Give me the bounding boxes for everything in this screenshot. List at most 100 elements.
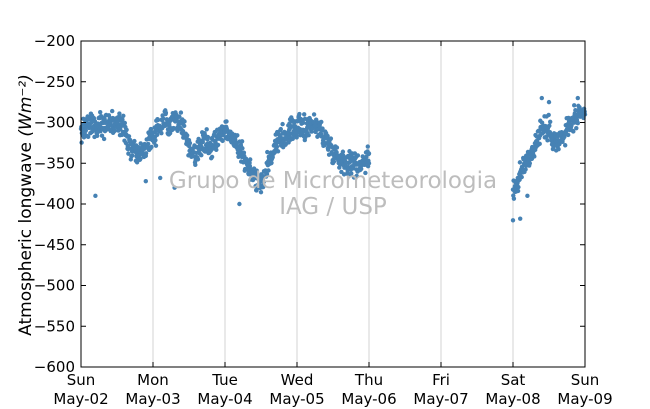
data-point [101,136,107,142]
data-point [93,193,98,199]
data-point [209,154,215,160]
x-tick-label-day: Mon [137,371,169,389]
x-tick-label-day: Sun [571,371,600,389]
data-point [270,154,275,160]
data-point [214,147,219,153]
y-axis-label-unit: (Wm⁻²) [16,74,36,136]
data-point [264,171,270,177]
data-point [95,133,100,139]
data-point [143,151,149,156]
x-tick-label-date: May-07 [413,390,468,408]
data-point [280,121,285,127]
data-point [136,144,141,150]
data-point [163,110,169,116]
data-point [199,152,204,158]
y-tick-label: −550 [34,317,75,335]
data-point [309,129,314,134]
data-point [545,138,550,143]
data-point [155,132,160,137]
data-point [311,112,317,117]
data-point [120,117,125,122]
data-point [172,185,177,190]
data-point [297,111,302,117]
data-point [523,167,528,172]
data-point [366,151,372,156]
y-tick-label: −250 [34,73,75,91]
data-point [275,149,281,154]
data-point [547,123,552,128]
data-point [200,139,205,145]
data-point [195,157,201,162]
data-point [148,126,154,132]
data-point [365,144,370,149]
data-point [153,137,158,143]
data-point [269,160,274,165]
x-tick-label-day: Thu [354,371,383,389]
data-point [331,159,337,164]
grid-lines [152,41,514,367]
data-point [539,95,544,101]
data-point [205,134,211,140]
data-point [158,175,163,181]
data-point [185,133,190,138]
data-point [247,163,253,169]
data-point [517,160,523,165]
data-point [572,103,577,108]
y-axis-label: Atmospheric longwave (Wm⁻²) [16,74,36,336]
data-point [566,132,571,138]
data-point [110,108,115,114]
y-tick-label: −400 [34,195,75,213]
data-point [112,128,118,133]
y-axis-label-text: Atmospheric longwave [16,142,36,336]
data-point [349,171,354,176]
data-point [146,141,151,147]
data-point [301,120,306,126]
data-point [235,133,240,138]
data-point [574,125,579,131]
data-point [518,216,523,221]
data-point [546,112,551,118]
watermark-line1: Grupo de Micrometeorologia [169,168,497,194]
data-point [345,168,350,173]
y-tick-label: −350 [34,154,75,172]
data-point [224,119,229,124]
data-point [187,140,193,146]
data-point [178,110,184,115]
data-point [128,137,133,143]
data-point [132,138,137,144]
data-point [204,127,209,132]
data-point [261,179,266,185]
data-point [124,127,129,132]
data-point [575,121,580,126]
data-point [121,113,126,118]
y-tick-label: −300 [34,114,75,132]
data-point [182,119,187,124]
data-point [126,151,131,156]
data-point [130,153,135,158]
data-point [194,150,199,156]
data-point [248,157,253,162]
data-point [563,143,568,148]
data-point [274,144,280,149]
data-point [302,112,307,117]
data-point [537,141,542,147]
x-tick-label-date: May-02 [53,390,108,408]
data-point [254,168,259,173]
data-point [177,114,182,119]
x-tick-label-date: May-09 [557,390,612,408]
data-point [527,161,532,166]
data-points [78,95,588,223]
data-point [556,146,561,152]
data-point [519,174,524,180]
data-point [99,133,105,138]
data-point [278,126,283,132]
data-point [366,161,372,166]
data-point [236,154,241,159]
data-point [525,193,530,199]
data-point [546,99,552,105]
data-point [138,156,143,162]
watermark-line2: IAG / USP [279,194,387,220]
data-point [215,142,221,148]
data-point [511,196,517,201]
